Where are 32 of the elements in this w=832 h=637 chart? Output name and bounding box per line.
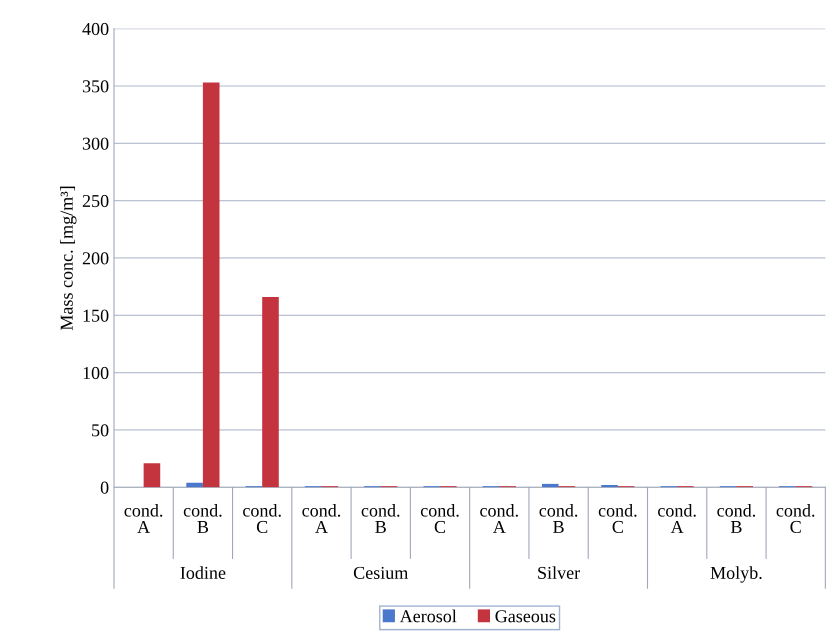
x-tick-label: cond. A (658, 504, 696, 533)
x-tick-label: cond. A (124, 504, 162, 533)
y-tick-label: 0 (100, 482, 108, 494)
legend-label: Aerosol (400, 610, 456, 622)
bar (262, 296, 279, 488)
y-tick-label: 200 (82, 252, 108, 264)
y-tick-label: 50 (92, 424, 108, 436)
y-axis-title: Mass conc. [mg/m³] (60, 186, 76, 330)
y-tick-label: 150 (84, 310, 108, 322)
text: Iodine (180, 566, 226, 579)
bar (144, 463, 160, 488)
text: Molyb. (710, 566, 762, 583)
bar (186, 482, 203, 488)
x-tick-label: cond. B (539, 504, 578, 533)
x-tick-label: cond. C (776, 504, 814, 534)
x-tick-label: cond. B (717, 504, 756, 533)
x-tick-label: cond. B (184, 504, 222, 533)
bar (202, 82, 220, 488)
y-tick-label: 100 (84, 366, 108, 380)
x-tick-label: cond. A (480, 504, 518, 533)
text: Silver (538, 566, 580, 579)
text: Cesium (354, 566, 408, 579)
y-tick-label: 300 (82, 138, 108, 150)
x-tick-label: cond. C (420, 504, 459, 534)
y-tick-label: 350 (82, 80, 108, 92)
x-tick-label: cond. A (302, 504, 340, 533)
x-tick-label: cond. B (362, 504, 400, 533)
x-tick-label: cond. C (243, 504, 281, 534)
y-tick-label: 400 (82, 22, 108, 36)
legend-label: Gaseous (495, 610, 556, 622)
y-tick-label: 250 (82, 194, 108, 208)
x-tick-label: cond. C (598, 504, 636, 534)
